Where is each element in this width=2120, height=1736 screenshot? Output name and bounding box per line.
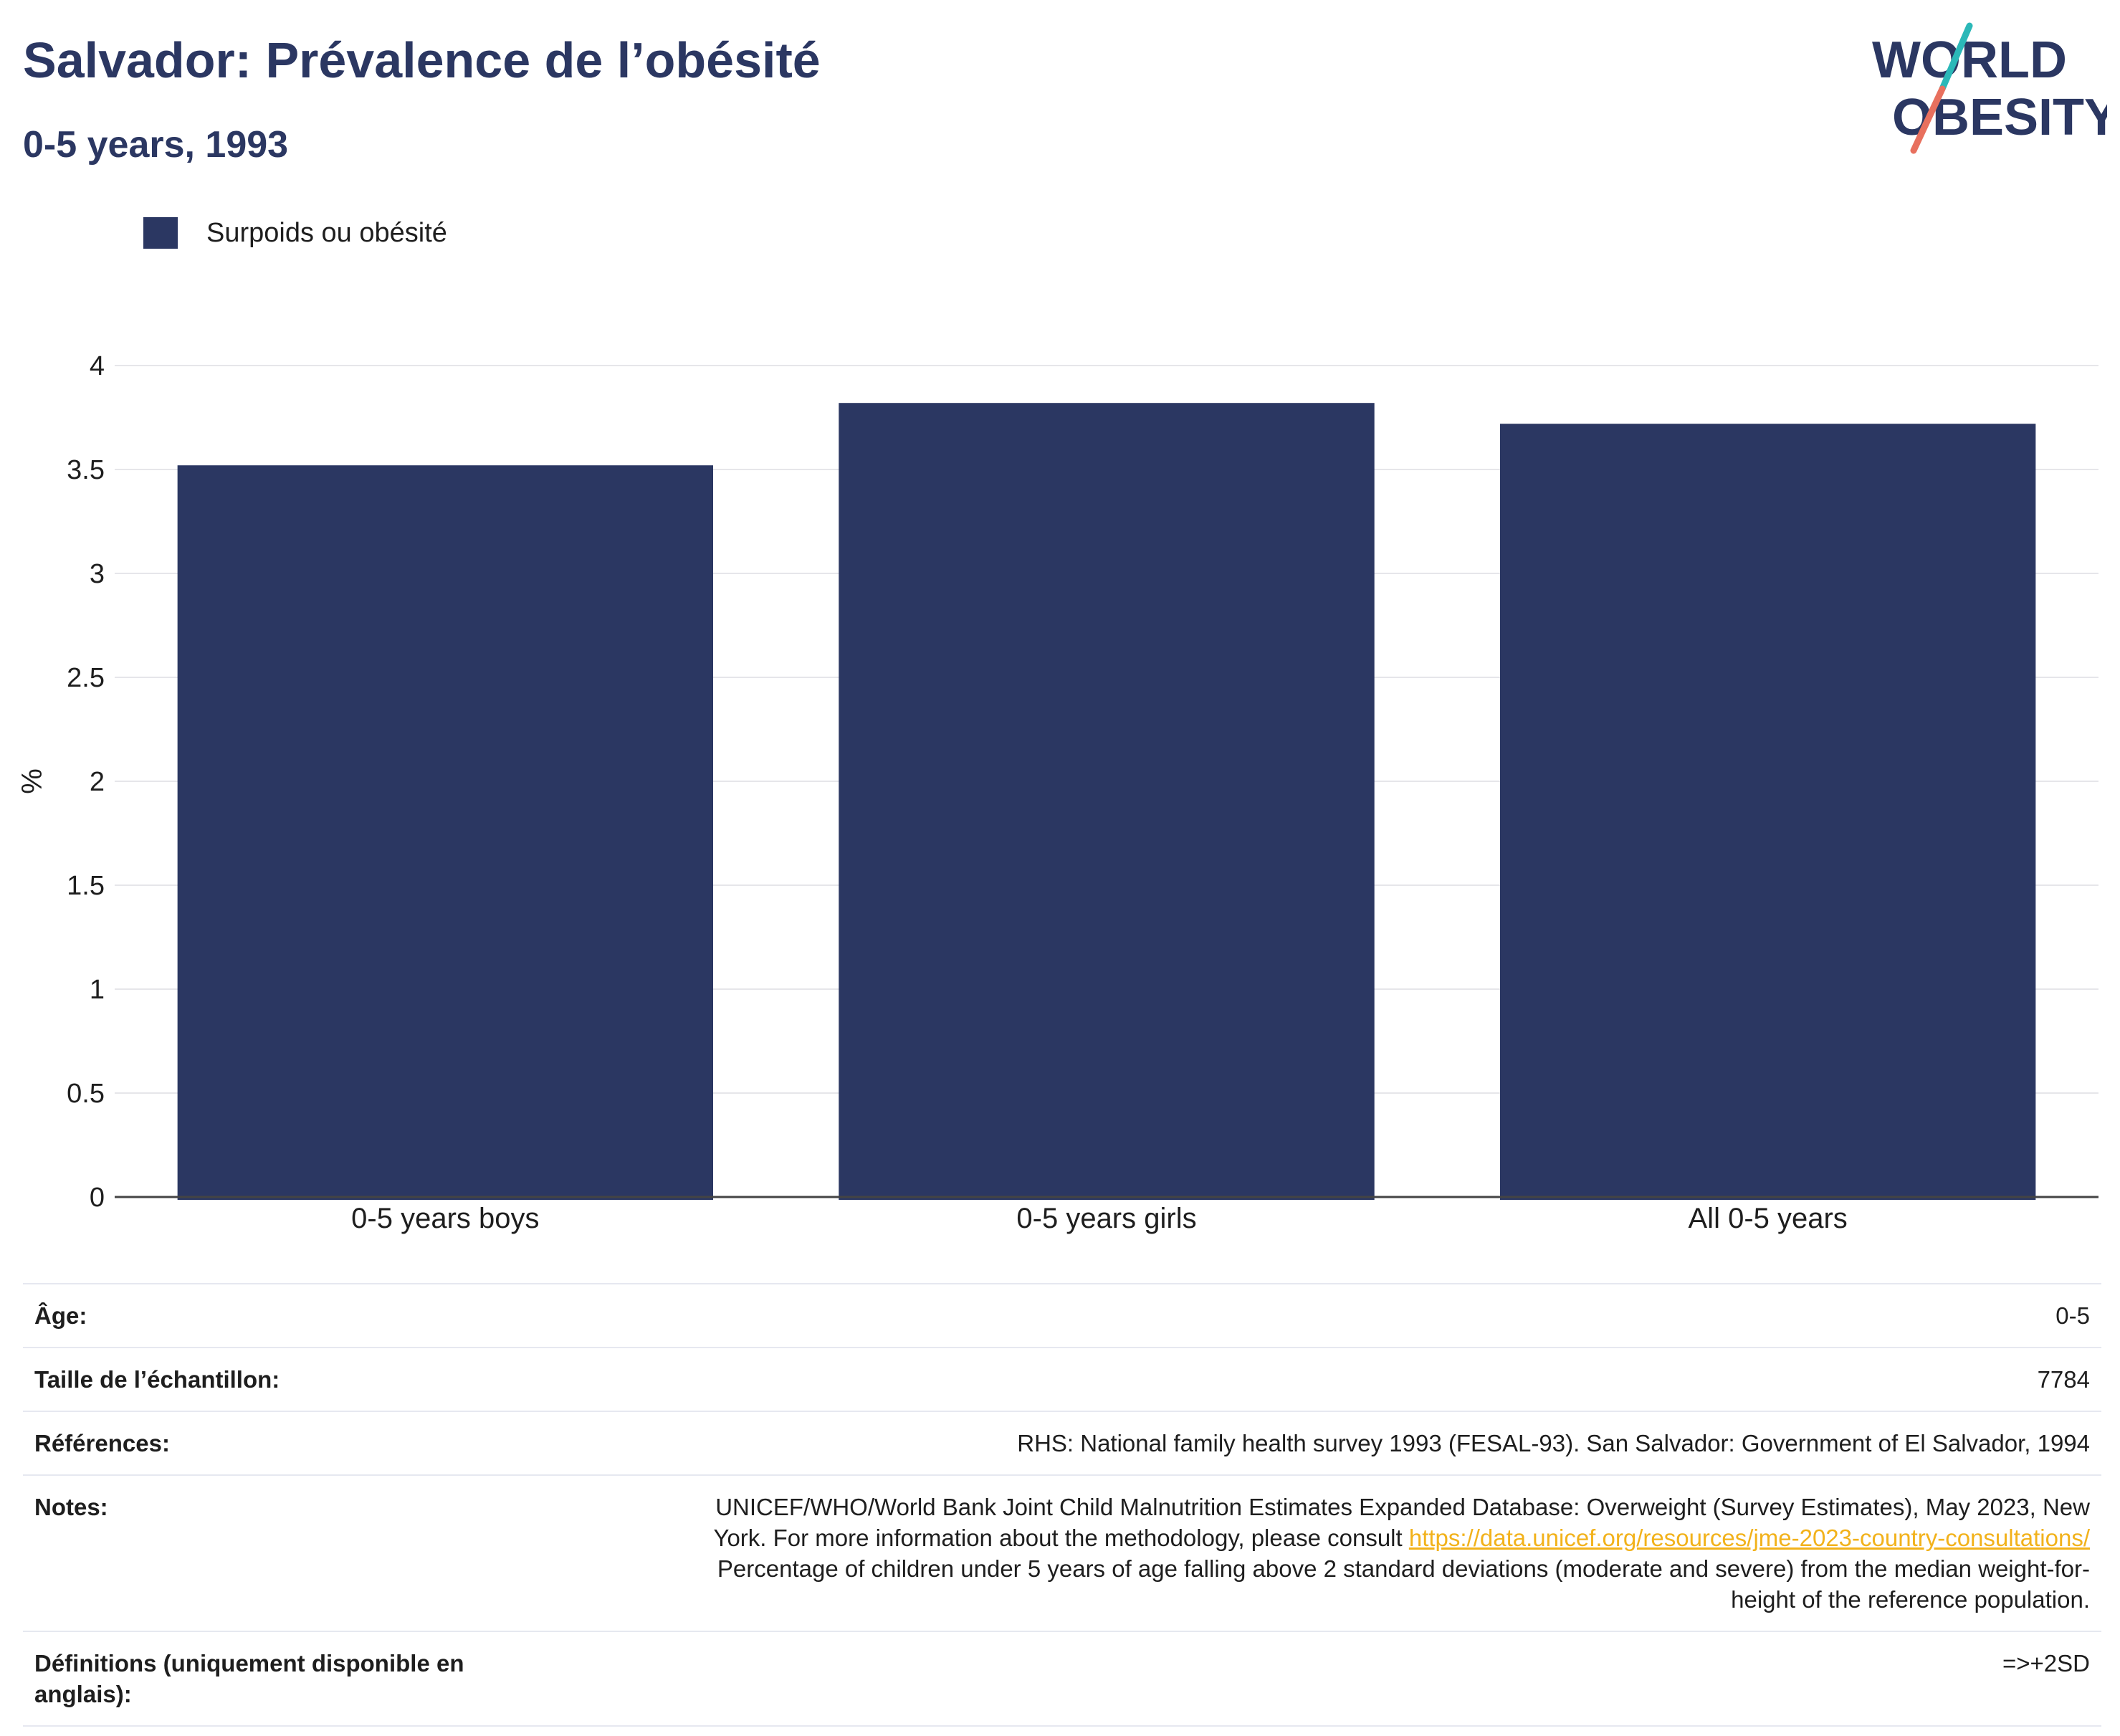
logo-slash-coral — [1910, 85, 1946, 154]
definitions-label-line-1: Définitions (uniquement disponible en — [34, 1650, 464, 1677]
y-tick-label: 2.5 — [67, 663, 105, 693]
info-row-notes: Notes: UNICEF/WHO/World Bank Joint Child… — [23, 1474, 2101, 1631]
notes-line-1: UNICEF/WHO/World Bank Joint Child Malnut… — [715, 1494, 2090, 1520]
info-value-sample: 7784 — [519, 1347, 2101, 1411]
bar — [177, 465, 714, 1201]
chart-legend: Surpoids ou obésité — [143, 215, 447, 251]
info-label-notes: Notes: — [23, 1474, 519, 1631]
info-value-age: 0-5 — [519, 1283, 2101, 1348]
y-tick-label: 0.5 — [67, 1079, 105, 1109]
legend-swatch — [143, 217, 178, 249]
info-label-age: Âge: — [23, 1283, 519, 1348]
methodology-link[interactable]: https://data.unicef.org/resources/jme-20… — [1408, 1525, 2090, 1551]
definitions-label-line-2: anglais): — [34, 1681, 132, 1707]
y-tick-label: 3 — [90, 559, 105, 589]
info-table: Âge: 0-5 Taille de l’échantillon: 7784 R… — [23, 1283, 2101, 1727]
logo-text-obesity: OBESITY — [1892, 89, 2107, 146]
bar-chart: 0 0.5 1 1.5 2 2.5 3 3.5 4 0-5 years boys 0-5 years… — [16, 351, 2098, 1234]
notes-line-2-text: York. For more information about the met… — [713, 1525, 1409, 1551]
page-subtitle: 0-5 years, 1993 — [23, 124, 289, 166]
y-tick-label: 2 — [90, 767, 105, 797]
notes-line-3: Percentage of children under 5 years of … — [717, 1555, 2090, 1582]
x-tick-label: 0-5 years girls — [1016, 1203, 1196, 1234]
x-tick-label: 0-5 years boys — [351, 1203, 539, 1234]
y-tick-label: 1.5 — [67, 871, 105, 901]
info-label-definitions: Définitions (uniquement disponible en an… — [23, 1631, 519, 1727]
axes: 0 0.5 1 1.5 2 2.5 3 3.5 4 0-5 years boys 0-5 years… — [67, 351, 2098, 1234]
info-row-sample: Taille de l’échantillon: 7784 — [23, 1347, 2101, 1411]
y-tick-label: 0 — [90, 1183, 105, 1213]
logo-text-world: WORLD — [1872, 32, 2067, 89]
info-label-references: Références: — [23, 1411, 519, 1475]
bar — [1499, 424, 2036, 1201]
notes-line-2: York. For more information about the met… — [530, 1522, 2090, 1553]
x-tick-label: All 0-5 years — [1689, 1203, 1848, 1234]
y-tick-label: 3.5 — [67, 455, 105, 485]
y-tick-label: 1 — [90, 975, 105, 1005]
bar — [839, 403, 1375, 1201]
info-row-age: Âge: 0-5 — [23, 1283, 2101, 1348]
info-row-definitions: Définitions (uniquement disponible en an… — [23, 1631, 2101, 1727]
logo-slash-teal — [1939, 22, 1973, 92]
y-tick-label: 4 — [90, 351, 105, 381]
bars — [177, 403, 2036, 1201]
info-value-notes: UNICEF/WHO/World Bank Joint Child Malnut… — [519, 1474, 2101, 1631]
y-axis-label: % — [16, 768, 48, 794]
page-title: Salvador: Prévalence de l’obésité — [23, 32, 821, 88]
info-label-sample: Taille de l’échantillon: — [23, 1347, 519, 1411]
legend-label: Surpoids ou obésité — [206, 217, 447, 248]
info-row-references: Références: RHS: National family health … — [23, 1411, 2101, 1475]
info-value-references: RHS: National family health survey 1993 … — [519, 1411, 2101, 1475]
notes-line-4: height of the reference population. — [1731, 1586, 2090, 1613]
info-value-definitions: =>+2SD — [519, 1631, 2101, 1727]
world-obesity-logo: WORLD OBESITY — [1872, 22, 2107, 154]
